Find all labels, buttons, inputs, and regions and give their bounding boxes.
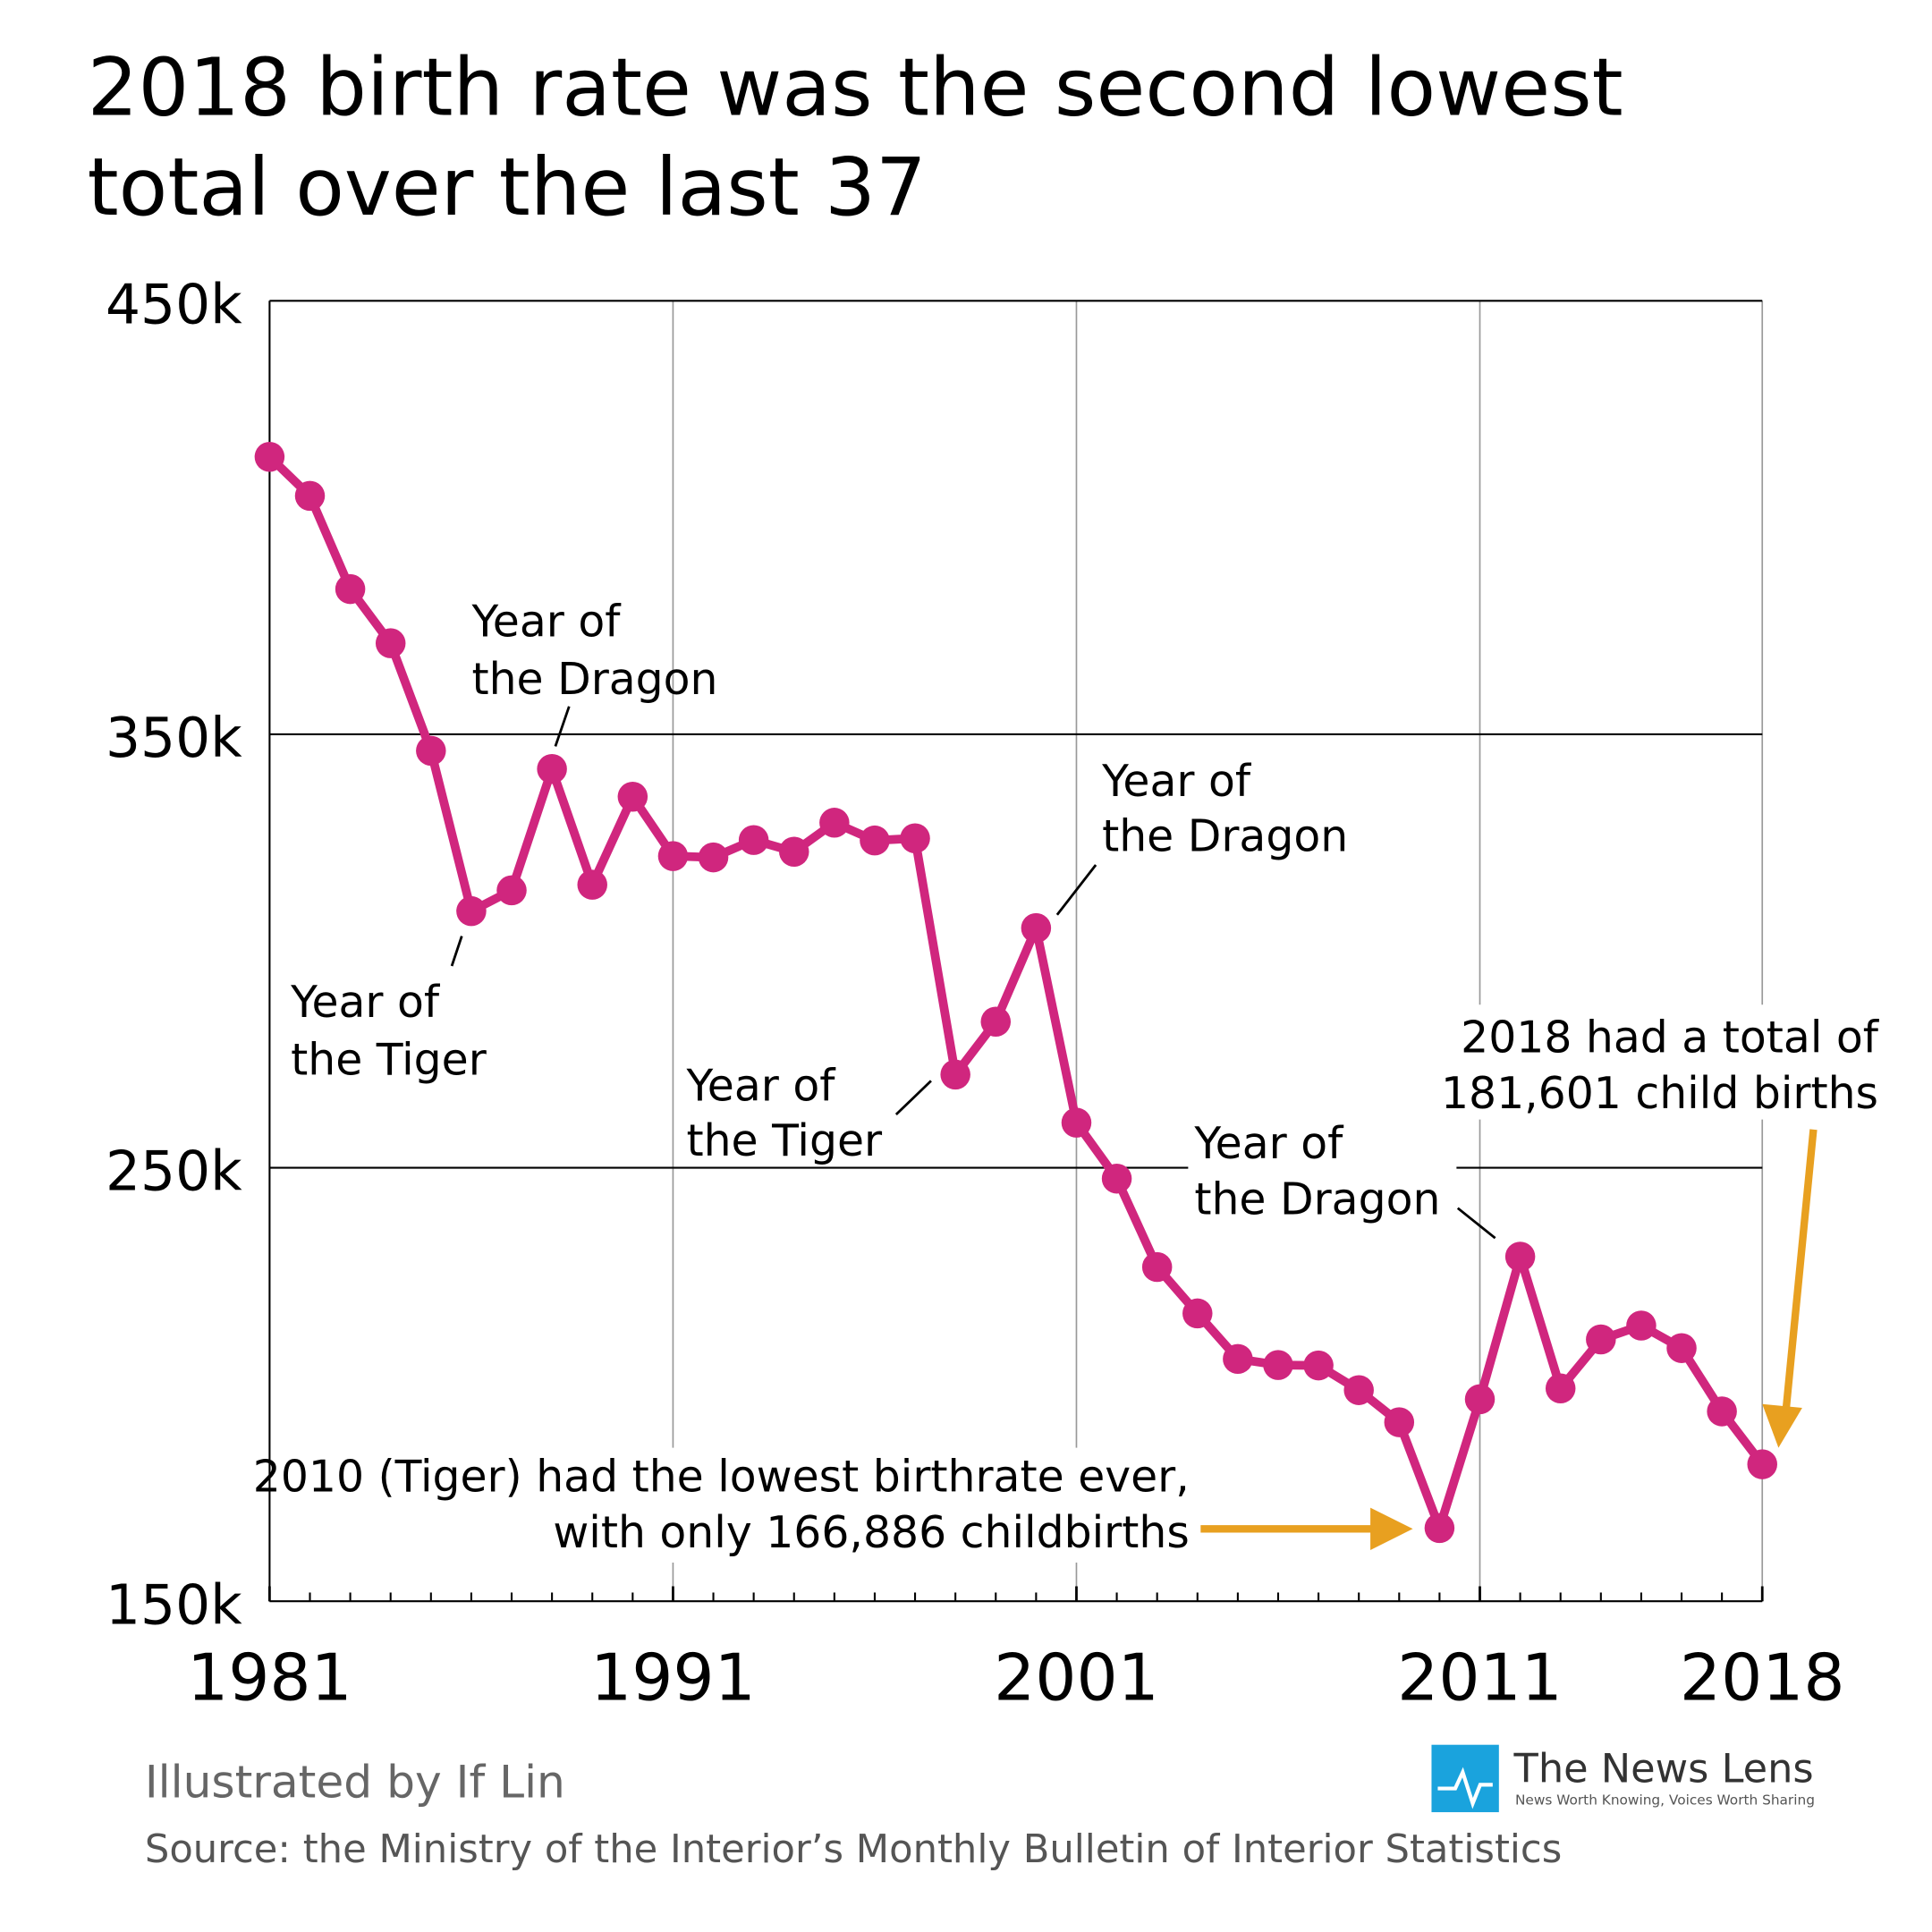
x-tick-label: 1981 (187, 1640, 352, 1716)
data-point-1995 (819, 808, 850, 838)
x-tick-label: 2001 (994, 1640, 1159, 1716)
data-point-1983 (335, 573, 366, 605)
data-point-1990 (617, 781, 648, 812)
data-point-1987 (496, 875, 527, 906)
data-point-2007 (1303, 1350, 1334, 1381)
annotation-text: the Tiger (686, 1115, 883, 1166)
annotation-dragon-2012: Year of the Dragon (1188, 1110, 1496, 1240)
data-point-1998 (940, 1059, 970, 1090)
annotation-dragon-2000: Year of the Dragon (1055, 749, 1365, 916)
y-tick-label: 150k (106, 1573, 242, 1637)
y-tick-label: 350k (106, 707, 242, 770)
annotation-text: Year of (470, 597, 622, 648)
annotation-text: 2018 had a total of (1461, 1012, 1880, 1063)
data-point-1993 (738, 825, 769, 855)
x-tick-label: 2018 (1680, 1640, 1845, 1716)
y-tick-label: 250k (106, 1140, 242, 1204)
data-point-2003 (1141, 1251, 1173, 1283)
data-point-2004 (1182, 1298, 1213, 1329)
series-births (254, 442, 1777, 1544)
chart-title-line-1: 2018 birth rate was the second lowest (88, 41, 1623, 134)
logo-tagline: News Worth Knowing, Voices Worth Sharing (1515, 1792, 1815, 1809)
news-lens-logo: The News Lens News Worth Knowing, Voices… (1431, 1744, 1815, 1813)
annotation-text: the Dragon (1102, 811, 1348, 862)
data-point-1991 (657, 841, 689, 871)
source: Source: the Ministry of the Interior’s M… (145, 1827, 1562, 1872)
data-point-2013 (1545, 1373, 1576, 1404)
data-point-1981 (254, 442, 285, 472)
data-point-1988 (537, 753, 567, 784)
arrow-head-icon (1762, 1403, 1802, 1448)
chart-title-line-2: total over the last 37 (88, 141, 927, 234)
data-point-2000 (1021, 912, 1052, 944)
y-tick-label: 450k (106, 273, 242, 336)
data-point-2018 (1747, 1449, 1777, 1479)
data-point-1984 (375, 628, 406, 658)
annotation-text: 181,601 child births (1441, 1068, 1878, 1119)
data-point-1986 (456, 895, 487, 927)
annotation-total-2018: 2018 had a total of 181,601 child births (1410, 1004, 1885, 1448)
data-point-1997 (900, 823, 930, 853)
data-point-1982 (294, 480, 326, 512)
annotation-text: Year of (685, 1061, 836, 1112)
data-point-2010 (1424, 1513, 1455, 1544)
annotation-dragon-1988: Year of the Dragon (470, 597, 718, 747)
data-point-2005 (1223, 1343, 1253, 1375)
data-point-1994 (778, 836, 809, 868)
data-point-1992 (698, 842, 729, 873)
data-point-2009 (1384, 1407, 1415, 1437)
annotation-leader (1456, 1207, 1496, 1240)
annotation-leader (1055, 864, 1097, 916)
arrow-head-icon (1370, 1507, 1413, 1551)
data-point-1989 (577, 869, 607, 900)
data-point-1999 (980, 1006, 1012, 1037)
x-tick-label: 2011 (1397, 1640, 1563, 1716)
annotation-text: the Tiger (291, 1034, 487, 1085)
x-axis: 1981 1991 2001 2011 2018 (187, 1586, 1845, 1716)
credit: Illustrated by If Lin (145, 1755, 565, 1808)
annotation-leader (894, 1080, 932, 1116)
pulse-icon (1437, 1767, 1493, 1809)
annotation-text: Year of (1193, 1118, 1344, 1169)
annotation-leader (554, 706, 571, 747)
annotation-text: the Dragon (1194, 1174, 1440, 1225)
x-tick-label: 1991 (590, 1640, 756, 1716)
data-point-2008 (1343, 1375, 1374, 1405)
annotation-text: Year of (1101, 756, 1252, 807)
annotation-tiger-1998: Year of the Tiger (685, 1061, 932, 1166)
annotation-tiger-1986: Year of the Tiger (290, 936, 487, 1085)
arrow-shaft (1782, 1129, 1818, 1411)
data-point-2016 (1666, 1333, 1697, 1363)
data-point-2015 (1626, 1310, 1657, 1341)
gridlines (268, 300, 1764, 1603)
data-point-2002 (1101, 1163, 1132, 1194)
annotation-text: Year of (290, 977, 441, 1028)
annotation-text: with only 166,886 childbirths (553, 1507, 1189, 1558)
data-point-2012 (1504, 1241, 1536, 1272)
data-point-2017 (1707, 1396, 1737, 1427)
data-point-2006 (1263, 1350, 1293, 1380)
data-point-2011 (1464, 1384, 1496, 1415)
data-point-1996 (860, 825, 890, 856)
annotation-leader (450, 936, 463, 967)
data-point-1985 (416, 735, 446, 767)
data-point-2001 (1061, 1107, 1092, 1138)
annotation-text: 2010 (Tiger) had the lowest birthrate ev… (253, 1451, 1190, 1502)
annotation-text: the Dragon (471, 654, 717, 705)
series-line (267, 453, 1767, 1533)
logo-name: The News Lens (1513, 1746, 1814, 1792)
annotation-lowest-2010: 2010 (Tiger) had the lowest birthrate ev… (253, 1447, 1413, 1563)
data-point-2014 (1586, 1324, 1616, 1355)
y-axis: 150k 250k 350k 450k (106, 273, 242, 1637)
